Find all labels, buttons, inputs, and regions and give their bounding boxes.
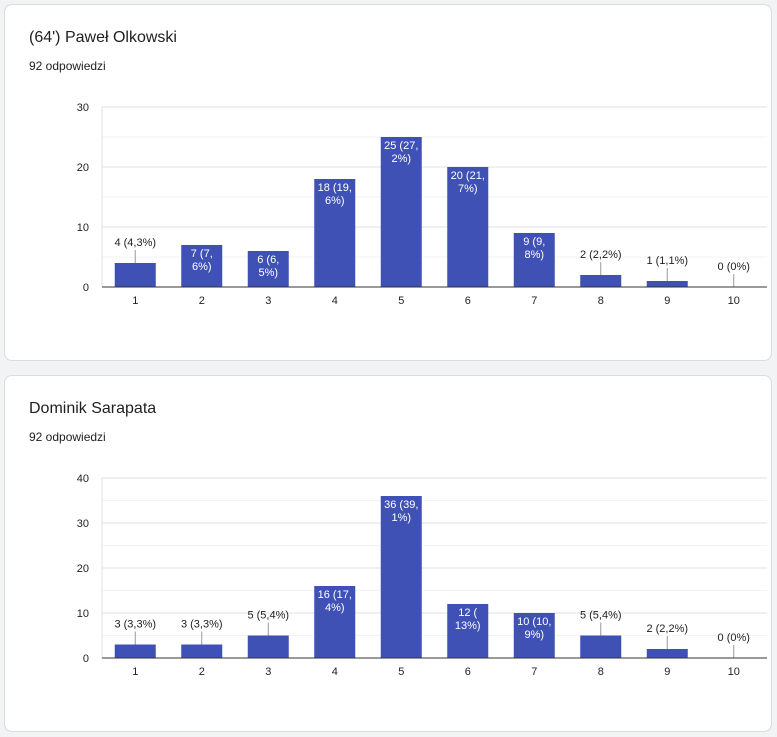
data-label: 1 (1,1%) [646, 255, 688, 267]
bar [181, 245, 223, 287]
x-tick-label: 10 [728, 295, 740, 307]
question-card: Dominik Sarapata 92 odpowiedzi 0 10 20 30 40… [4, 375, 772, 732]
y-tick-label: 20 [77, 563, 89, 575]
data-label: 7 (7, [191, 248, 213, 260]
x-tick-label: 8 [598, 666, 604, 678]
data-label: 9%) [524, 629, 544, 641]
data-label: 2 (2,2%) [580, 249, 622, 261]
data-label: 6%) [192, 261, 212, 273]
bar [314, 179, 356, 287]
bar [314, 586, 356, 658]
bar [580, 635, 622, 658]
x-tick-label: 10 [728, 666, 740, 678]
y-tick-label: 30 [77, 102, 89, 114]
data-label: 36 (39, [384, 499, 418, 511]
question-title: Dominik Sarapata [29, 400, 157, 417]
data-label: 2 (2,2%) [646, 623, 688, 635]
data-label: 0 (0%) [718, 261, 750, 273]
x-tick-label: 9 [664, 666, 670, 678]
x-tick-label: 3 [265, 295, 271, 307]
data-label: 13%) [455, 620, 481, 632]
data-label: 10 (10, [517, 616, 551, 628]
data-label: 8%) [524, 249, 544, 261]
data-label: 7%) [458, 183, 478, 195]
x-tick-label: 3 [265, 666, 271, 678]
x-tick-label: 1 [132, 295, 138, 307]
data-label: 6%) [325, 195, 345, 207]
x-tick-label: 2 [199, 295, 205, 307]
y-tick-label: 40 [77, 473, 89, 485]
bar [646, 281, 688, 287]
x-tick-label: 8 [598, 295, 604, 307]
bar-chart: 0 10 20 30 40 3 (3,3%) 1 3 (3,3%) 2 5 (5,4%) 3 16 (… [77, 473, 767, 678]
data-label: 5 (5,4%) [580, 610, 622, 622]
y-tick-label: 30 [77, 518, 89, 530]
bar [181, 644, 223, 658]
question-title: (64') Paweł Olkowski [29, 29, 177, 46]
x-tick-label: 5 [398, 295, 404, 307]
bar [580, 275, 622, 287]
x-tick-label: 7 [531, 295, 537, 307]
bar [114, 644, 156, 658]
y-tick-label: 0 [83, 282, 89, 294]
x-tick-label: 7 [531, 666, 537, 678]
data-label: 4%) [325, 602, 345, 614]
x-tick-label: 4 [332, 295, 338, 307]
data-label: 18 (19, [318, 182, 352, 194]
bar [380, 496, 422, 658]
data-label: 25 (27, [384, 140, 418, 152]
data-label: 9 (9, [523, 236, 545, 248]
data-label: 5 (5,4%) [247, 610, 289, 622]
data-label: 3 (3,3%) [114, 619, 156, 631]
bar [646, 649, 688, 658]
bar [513, 233, 555, 287]
data-label: 12 ( [458, 607, 477, 619]
y-tick-label: 0 [83, 653, 89, 665]
bar [247, 251, 289, 287]
bar [247, 635, 289, 658]
question-card: (64') Paweł Olkowski 92 odpowiedzi 0 10 20… [4, 4, 772, 361]
x-tick-label: 4 [332, 666, 338, 678]
bar [380, 137, 422, 287]
y-tick-label: 20 [77, 162, 89, 174]
x-tick-label: 1 [132, 666, 138, 678]
response-count: 92 odpowiedzi [29, 430, 106, 444]
bar [447, 167, 489, 287]
data-label: 4 (4,3%) [114, 237, 156, 249]
data-label: 16 (17, [318, 589, 352, 601]
x-tick-label: 5 [398, 666, 404, 678]
x-tick-label: 9 [664, 295, 670, 307]
data-label: 0 (0%) [718, 632, 750, 644]
data-label: 3 (3,3%) [181, 619, 223, 631]
response-count: 92 odpowiedzi [29, 59, 106, 73]
data-label: 2%) [391, 153, 411, 165]
x-tick-label: 6 [465, 666, 471, 678]
bar [114, 263, 156, 287]
y-tick-label: 10 [77, 222, 89, 234]
x-tick-label: 6 [465, 295, 471, 307]
data-label: 20 (21, [451, 170, 485, 182]
data-label: 1%) [391, 512, 411, 524]
data-label: 5%) [258, 267, 278, 279]
y-tick-label: 10 [77, 608, 89, 620]
bar [447, 604, 489, 658]
x-tick-label: 2 [199, 666, 205, 678]
bar [513, 613, 555, 658]
data-label: 6 (6, [257, 254, 279, 266]
